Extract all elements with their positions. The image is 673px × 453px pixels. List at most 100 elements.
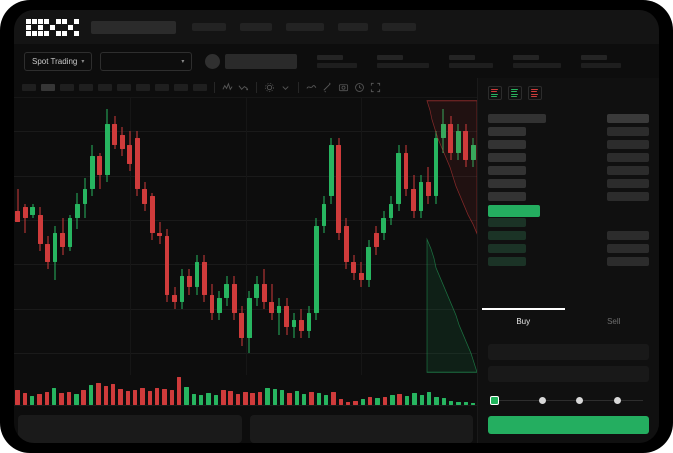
- volume-bar: [169, 390, 175, 405]
- candle: [60, 98, 65, 375]
- compare-icon[interactable]: [238, 82, 249, 93]
- candle: [381, 98, 387, 375]
- slider-step-dot[interactable]: [614, 397, 622, 404]
- orderbook-last-price-row[interactable]: [488, 205, 649, 217]
- orderbook-row[interactable]: [488, 153, 649, 162]
- fullscreen-icon[interactable]: [370, 82, 381, 93]
- slider-handle[interactable]: [490, 396, 499, 405]
- candle: [321, 98, 327, 375]
- orderbook-row[interactable]: [488, 140, 649, 149]
- candle: [75, 98, 80, 375]
- volume-bar: [434, 396, 439, 405]
- timeframe-chip-6[interactable]: [117, 84, 131, 91]
- orderbook-row[interactable]: [488, 257, 649, 266]
- orderbook-row[interactable]: [488, 179, 649, 188]
- pair-coin-avatar: [205, 53, 221, 69]
- timeframe-chip-1[interactable]: [22, 84, 36, 91]
- orderbook-price-cell: [488, 192, 526, 201]
- orderbook-row[interactable]: [488, 166, 649, 175]
- volume-bar: [294, 390, 299, 405]
- nav-item-5[interactable]: [382, 23, 416, 31]
- clock-icon[interactable]: [354, 82, 365, 93]
- candle: [433, 98, 439, 375]
- volume-bar: [110, 383, 116, 405]
- orderbook-price-cell: [488, 231, 526, 240]
- orderbook-row[interactable]: [488, 218, 649, 227]
- price-chart[interactable]: [14, 98, 477, 375]
- orderbook-row[interactable]: [488, 192, 649, 201]
- candle: [261, 98, 267, 375]
- order-price-field[interactable]: [488, 344, 649, 360]
- candle: [22, 98, 28, 375]
- candle: [209, 98, 215, 375]
- chevron-down-icon[interactable]: [280, 82, 291, 93]
- timeframe-chip-7[interactable]: [136, 84, 150, 91]
- volume-bar: [360, 398, 366, 405]
- orderbook-price-cell: [488, 218, 526, 227]
- timeframe-chip-2[interactable]: [41, 84, 55, 91]
- candle: [15, 98, 21, 375]
- order-amount-field[interactable]: [488, 366, 649, 382]
- orderbook-amount-cell: [607, 140, 649, 149]
- stat-label: [449, 54, 476, 60]
- orderbook-price-cell: [488, 153, 526, 162]
- volume-bar: [368, 397, 373, 405]
- candle: [328, 98, 334, 375]
- timeframe-chip-4[interactable]: [79, 84, 93, 91]
- bottom-panel-right[interactable]: [249, 415, 473, 443]
- okx-logo[interactable]: [26, 18, 79, 36]
- orderbook-row[interactable]: [488, 231, 649, 240]
- orderbook-row[interactable]: [488, 114, 649, 123]
- slider-step-dot[interactable]: [576, 397, 584, 404]
- submit-order-button[interactable]: [488, 416, 649, 434]
- nav-item-2[interactable]: [240, 23, 272, 31]
- pair-selector-dropdown[interactable]: ▾: [100, 51, 193, 71]
- settings-gear-icon[interactable]: [264, 82, 275, 93]
- orderbook-amount-cell: [607, 166, 649, 175]
- volume-bar: [287, 392, 292, 405]
- candle: [172, 98, 177, 375]
- orderbook-view-both-icon[interactable]: [488, 86, 502, 100]
- logo-column: [74, 18, 79, 36]
- volume-bar: [74, 394, 79, 405]
- timeframe-chip-3[interactable]: [60, 84, 74, 91]
- orderbook-list[interactable]: [478, 114, 659, 304]
- volume-bar: [272, 389, 277, 405]
- volume-bar: [147, 390, 152, 405]
- volume-bar: [338, 399, 344, 405]
- order-tab-buy[interactable]: Buy: [478, 308, 569, 334]
- nav-item-1[interactable]: [192, 23, 226, 31]
- gridline-vertical: [245, 98, 247, 375]
- volume-bar: [154, 387, 160, 405]
- timeframe-chip-5[interactable]: [98, 84, 112, 91]
- orderbook-view-bids-icon[interactable]: [508, 86, 522, 100]
- volume-bar: [250, 393, 255, 405]
- spot-trading-dropdown[interactable]: Spot Trading ▾: [24, 51, 93, 71]
- candle: [52, 98, 58, 375]
- volume-bar: [132, 389, 138, 405]
- line-chart-icon[interactable]: [306, 82, 317, 93]
- timeframe-chip-9[interactable]: [174, 84, 188, 91]
- candle: [426, 98, 431, 375]
- camera-icon[interactable]: [338, 82, 349, 93]
- orderbook-view-asks-icon[interactable]: [528, 86, 542, 100]
- slider-step-dot[interactable]: [538, 397, 546, 404]
- volume-bar: [118, 389, 123, 405]
- orderbook-row[interactable]: [488, 127, 649, 136]
- spot-trading-label: Spot Trading: [32, 56, 78, 66]
- indicator-icon[interactable]: [222, 82, 233, 93]
- order-amount-slider[interactable]: [490, 396, 647, 406]
- bottom-panel-left[interactable]: [18, 415, 242, 443]
- global-search-input[interactable]: [91, 20, 176, 34]
- timeframe-chip-10[interactable]: [193, 84, 207, 91]
- orderbook-row[interactable]: [488, 244, 649, 253]
- volume-bar: [191, 394, 197, 405]
- order-tab-sell[interactable]: Sell: [607, 316, 621, 326]
- nav-item-3[interactable]: [286, 23, 324, 31]
- candle: [306, 98, 312, 375]
- nav-item-4[interactable]: [338, 23, 368, 31]
- timeframe-chip-8[interactable]: [155, 84, 169, 91]
- orderbook-price-cell: [488, 127, 526, 136]
- trading-sub-toolbar: Spot Trading ▾ ▾: [14, 44, 659, 78]
- magnet-icon[interactable]: [322, 82, 333, 93]
